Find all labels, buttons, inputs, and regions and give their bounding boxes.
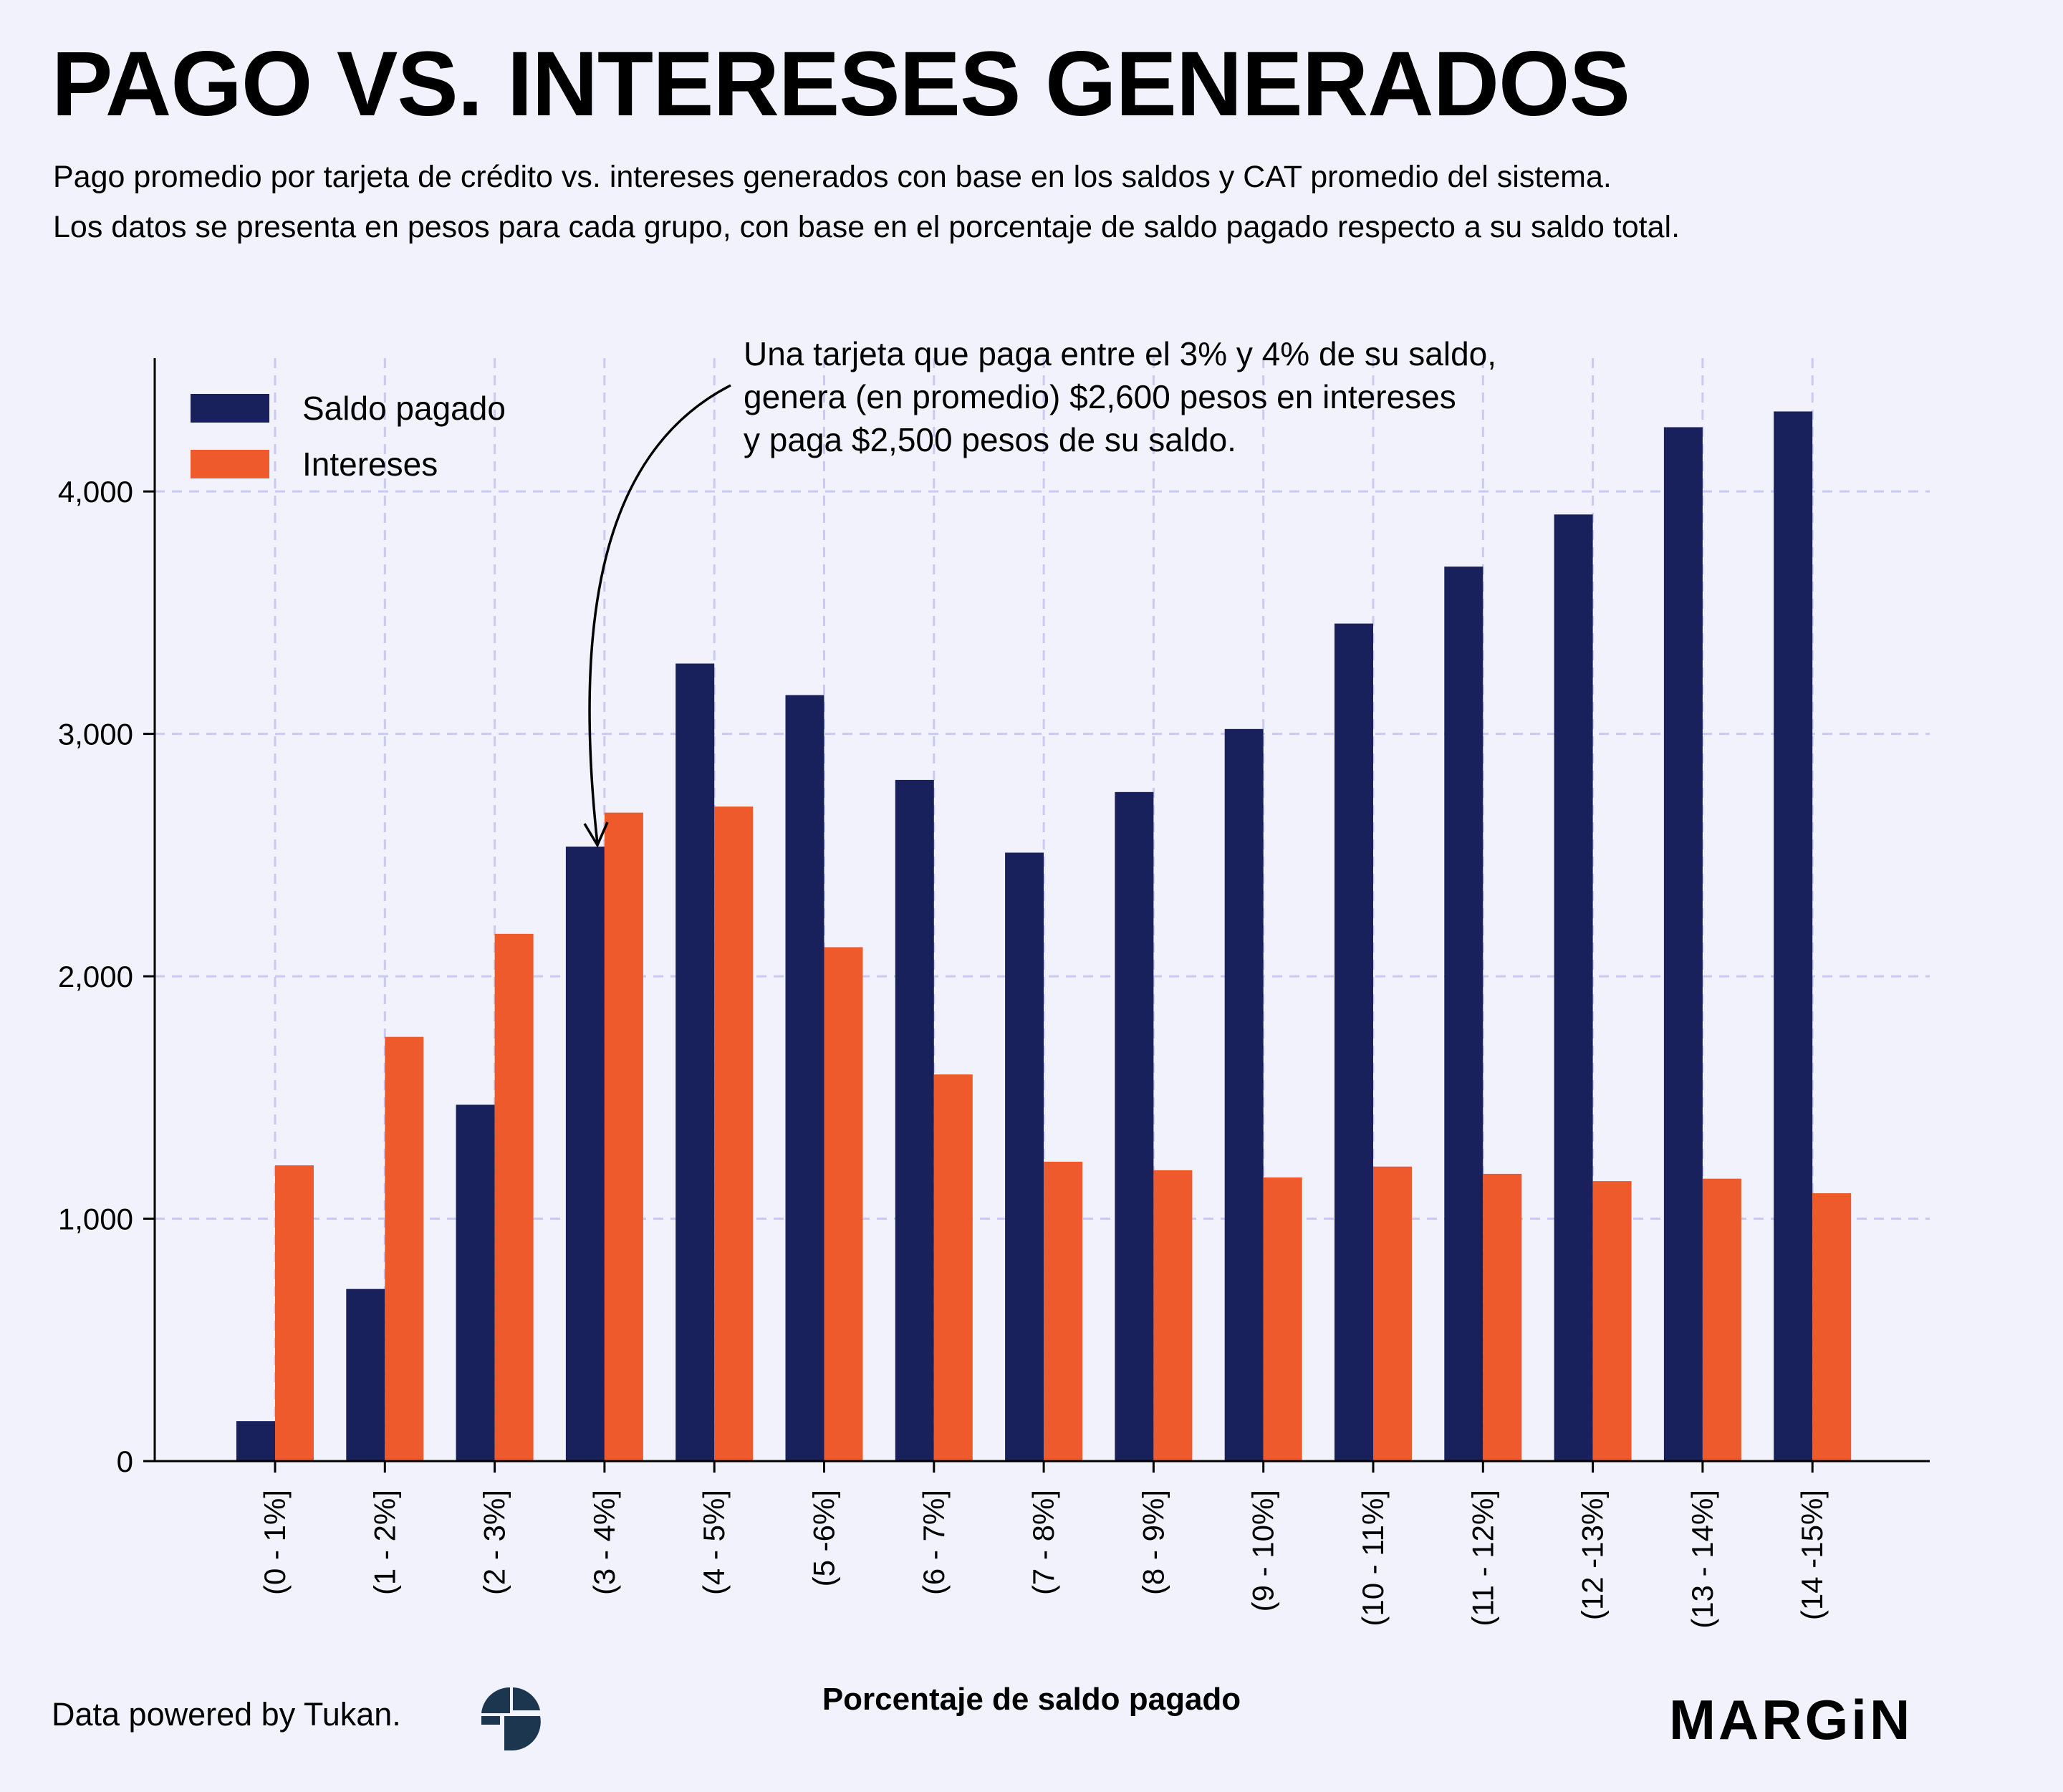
bar-saldo-pagado xyxy=(456,1104,495,1461)
bar-saldo-pagado xyxy=(565,847,605,1461)
bar-intereses xyxy=(714,806,754,1461)
chart-subtitle: Pago promedio por tarjeta de crédito vs.… xyxy=(53,152,1680,252)
legend-swatch-saldo xyxy=(191,394,269,423)
bar-saldo-pagado xyxy=(1335,623,1373,1461)
x-tick-label: (10 - 11%] xyxy=(1356,1490,1390,1627)
bar-intereses xyxy=(1812,1193,1852,1461)
bar-intereses xyxy=(1592,1181,1632,1461)
legend-label-saldo: Saldo pagado xyxy=(302,390,506,427)
bar-intereses xyxy=(604,812,643,1461)
bar-intereses xyxy=(494,933,534,1461)
bar-intereses xyxy=(1263,1177,1302,1461)
legend-swatch-intereses xyxy=(191,450,269,478)
bar-intereses xyxy=(1044,1162,1083,1461)
x-tick-label: (2 - 3%] xyxy=(478,1490,511,1595)
x-tick-label: (5 -6%] xyxy=(807,1490,841,1586)
y-tick-label: 0 xyxy=(117,1445,133,1478)
x-tick-label: (0 - 1%] xyxy=(258,1490,292,1595)
bar-intereses xyxy=(1483,1173,1522,1461)
x-tick-label: (14 -15%] xyxy=(1795,1490,1829,1620)
x-tick-label: (13 - 14%] xyxy=(1685,1490,1719,1629)
bar-saldo-pagado xyxy=(1444,567,1483,1461)
x-tick-label: (7 - 8%] xyxy=(1026,1490,1060,1595)
annotation-line: genera (en promedio) $2,600 pesos en int… xyxy=(744,378,1456,415)
y-tick-label: 2,000 xyxy=(58,960,133,993)
y-tick-label: 4,000 xyxy=(58,475,133,509)
bar-intereses xyxy=(275,1165,314,1461)
bar-saldo-pagado xyxy=(1224,728,1264,1461)
x-tick-label: (1 - 2%] xyxy=(367,1490,401,1595)
x-tick-label: (11 - 12%] xyxy=(1466,1490,1499,1627)
bar-saldo-pagado xyxy=(236,1421,275,1461)
bar-intereses xyxy=(1702,1178,1741,1461)
bar-saldo-pagado xyxy=(675,663,715,1461)
bar-intereses xyxy=(1373,1166,1412,1461)
annotation-line: y paga $2,500 pesos de su saldo. xyxy=(744,421,1236,458)
bar-saldo-pagado xyxy=(895,779,934,1461)
x-axis-label: Porcentaje de saldo pagado xyxy=(822,1682,1241,1717)
x-tick-label: (8 - 9%] xyxy=(1136,1490,1170,1595)
bar-saldo-pagado xyxy=(1115,791,1154,1461)
bar-saldo-pagado xyxy=(1663,427,1703,1461)
bar-saldo-pagado xyxy=(346,1288,385,1461)
source-credit: Data powered by Tukan. xyxy=(52,1696,401,1733)
bar-intereses xyxy=(385,1036,424,1461)
y-tick-label: 3,000 xyxy=(58,718,133,751)
x-tick-label: (9 - 10%] xyxy=(1246,1490,1280,1612)
legend-label-intereses: Intereses xyxy=(302,445,438,483)
annotation-arrowhead xyxy=(583,822,609,848)
annotation-arrow xyxy=(588,384,731,844)
x-tick-label: (3 - 4%] xyxy=(587,1490,621,1595)
x-tick-label: (4 - 5%] xyxy=(697,1490,731,1595)
tukan-logo-icon xyxy=(481,1687,541,1750)
margin-brand-logo: MARGiN xyxy=(1669,1688,1913,1751)
x-tick-label: (12 -13%] xyxy=(1576,1490,1610,1620)
annotation-line: Una tarjeta que paga entre el 3% y 4% de… xyxy=(744,335,1496,372)
bar-intereses xyxy=(824,947,863,1461)
subtitle-line-1: Pago promedio por tarjeta de crédito vs.… xyxy=(53,160,1612,194)
subtitle-line-2: Los datos se presenta en pesos para cada… xyxy=(53,210,1680,244)
x-tick-label: (6 - 7%] xyxy=(917,1490,951,1595)
bar-intereses xyxy=(933,1074,973,1461)
bar-saldo-pagado xyxy=(1005,852,1044,1461)
y-tick-label: 1,000 xyxy=(58,1203,133,1236)
bar-saldo-pagado xyxy=(1554,514,1593,1462)
bar-saldo-pagado xyxy=(785,695,824,1461)
bar-saldo-pagado xyxy=(1774,411,1813,1461)
bar-intereses xyxy=(1153,1170,1193,1461)
chart-title: PAGO VS. INTERESES GENERADOS xyxy=(52,33,1630,135)
